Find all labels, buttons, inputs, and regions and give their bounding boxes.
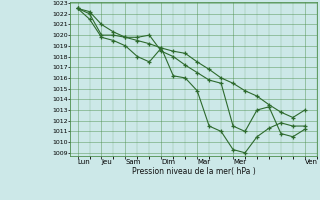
X-axis label: Pression niveau de la mer( hPa ): Pression niveau de la mer( hPa ) <box>132 167 255 176</box>
